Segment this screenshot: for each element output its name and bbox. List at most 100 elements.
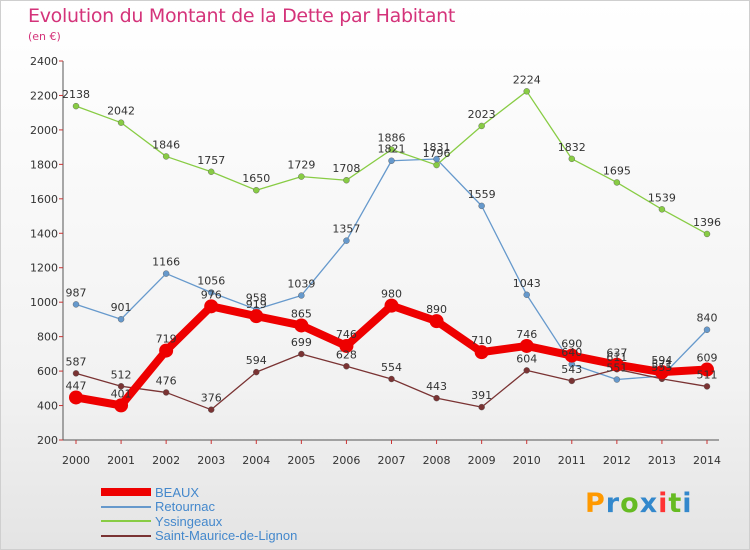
data-label: 512 (111, 368, 132, 381)
x-tick-label: 2008 (423, 454, 451, 467)
y-tick-label: 600 (37, 365, 58, 378)
data-label: 746 (336, 328, 357, 341)
x-tick-label: 2010 (513, 454, 541, 467)
logo-letter: i (658, 488, 669, 519)
legend-label: Retournac (155, 499, 215, 515)
x-tick-label: 2011 (558, 454, 586, 467)
data-label: 987 (66, 286, 87, 299)
legend-item-beaux: BEAUX (101, 485, 297, 500)
data-point (384, 298, 399, 313)
data-point (204, 299, 219, 314)
series-yssingeaux (72, 88, 711, 238)
data-point (249, 309, 264, 324)
data-label: 1846 (152, 138, 180, 151)
data-label: 919 (246, 298, 267, 311)
data-label: 2042 (107, 105, 135, 118)
data-point (523, 367, 530, 374)
data-label: 1831 (423, 141, 451, 154)
data-point (162, 389, 170, 396)
data-label: 1043 (513, 277, 541, 290)
data-label: 2023 (468, 108, 496, 121)
y-tick-label: 800 (37, 331, 58, 344)
x-tick-label: 2009 (468, 454, 496, 467)
data-point (523, 88, 530, 95)
data-label: 1166 (152, 256, 180, 269)
data-point (658, 206, 666, 213)
data-labels: 987 901 1166 1056 958 1039 1357 1821 1831 1559 104… (62, 73, 721, 404)
y-tick-label: 1000 (30, 296, 58, 309)
data-label: 555 (651, 361, 672, 374)
data-point (298, 292, 305, 299)
data-label: 594 (246, 354, 267, 367)
data-point (474, 345, 489, 360)
data-label: 1650 (242, 172, 270, 185)
data-point (69, 390, 83, 405)
data-point (564, 348, 579, 363)
legend-swatch (101, 534, 151, 537)
data-point (568, 377, 575, 385)
data-point (703, 230, 711, 238)
data-label: 587 (66, 355, 87, 368)
legend-label: BEAUX (155, 484, 200, 500)
data-point (298, 173, 305, 180)
data-point (72, 370, 80, 377)
data-label: 865 (291, 307, 312, 320)
series-saint-maurice-de-lignon (72, 350, 711, 413)
data-point (253, 187, 260, 194)
legend-label: Yssingeaux (155, 513, 223, 529)
y-tick-label: 1400 (30, 227, 58, 240)
data-label: 1821 (378, 143, 406, 156)
data-point (114, 398, 129, 413)
data-label: 980 (381, 288, 402, 301)
data-label: 1708 (332, 162, 360, 175)
data-label: 637 (606, 347, 627, 360)
y-tick-label: 1600 (30, 193, 58, 206)
data-point (613, 376, 621, 383)
data-label: 447 (66, 379, 87, 392)
data-point (609, 357, 624, 372)
data-point (117, 383, 125, 390)
legend-item-saint-maurice-de-lignon: Saint-Maurice-de-Lignon (101, 528, 298, 544)
legend-label: Saint-Maurice-de-Lignon (155, 528, 298, 544)
x-tick-label: 2004 (242, 454, 270, 467)
axes: 200 400 600 800 1000 1200 1400 1600 1800 2000 2200… (30, 55, 721, 467)
y-tick-label: 1200 (30, 262, 58, 275)
data-point (343, 237, 350, 244)
data-point (478, 202, 485, 210)
legend: BEAUX Retournac Yssingeaux Saint-Maurice-de… (101, 485, 297, 543)
logo-letter: o (620, 488, 640, 519)
data-point (523, 291, 530, 298)
data-label: 746 (516, 328, 537, 341)
data-label: 1886 (378, 132, 406, 145)
data-label: 2224 (513, 73, 541, 86)
y-tick-label: 1800 (30, 158, 58, 171)
data-label: 890 (426, 303, 447, 316)
data-point (388, 157, 395, 164)
x-tick-label: 2007 (378, 454, 406, 467)
data-point (72, 102, 80, 110)
data-point (388, 146, 395, 153)
x-tick-label: 2006 (332, 454, 360, 467)
data-label: 1832 (558, 141, 586, 154)
data-label: 376 (201, 392, 222, 405)
data-label: 699 (291, 336, 312, 349)
data-label: 1559 (468, 188, 496, 201)
data-label: 1757 (197, 154, 225, 167)
data-label: 443 (426, 380, 447, 393)
x-tick-label: 2014 (693, 454, 721, 467)
x-tick-label: 2002 (152, 454, 180, 467)
x-tick-label: 2001 (107, 454, 135, 467)
logo-letter: x (639, 488, 659, 519)
data-point (298, 350, 305, 358)
data-point (478, 122, 485, 130)
data-point (343, 177, 350, 184)
legend-swatch (101, 520, 151, 523)
data-label: 1396 (693, 216, 721, 229)
data-point (208, 289, 215, 296)
data-label: 1729 (287, 159, 315, 172)
logo-letter: t (668, 488, 683, 519)
data-label: 2138 (62, 88, 90, 101)
data-label: 719 (156, 333, 177, 346)
y-tick-label: 200 (37, 434, 58, 447)
